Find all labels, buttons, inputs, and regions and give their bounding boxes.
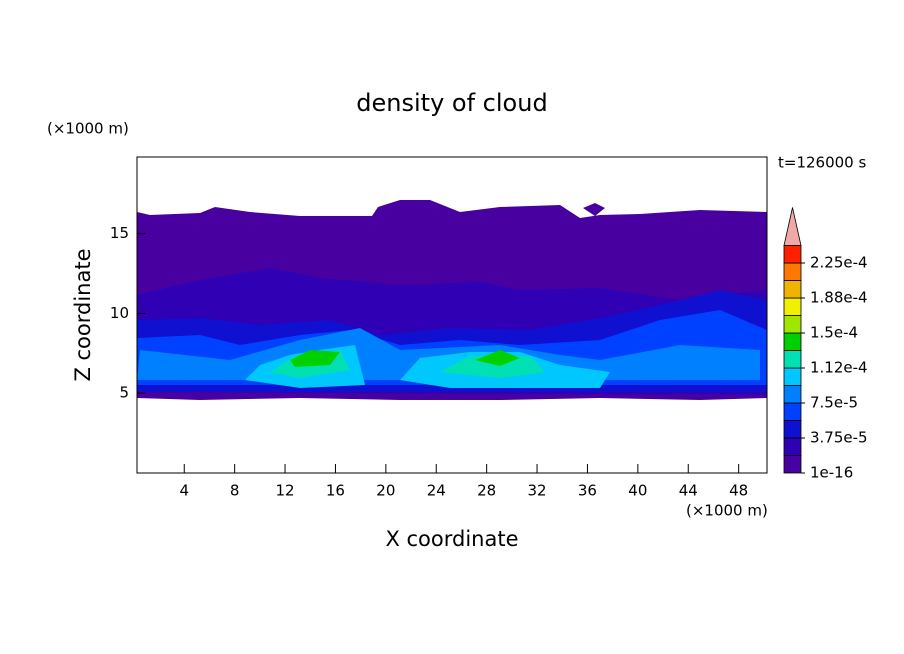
contour-field (137, 200, 767, 400)
y-tick-label: 5 (119, 384, 129, 402)
contour-region (290, 350, 520, 367)
y-tick-label: 10 (110, 304, 129, 322)
contour-region (270, 350, 545, 378)
x-tick-label: 48 (729, 482, 748, 500)
x-tick-label: 44 (679, 482, 698, 500)
colorbar-box (783, 315, 802, 334)
x-unit: (×1000 m) (686, 502, 768, 520)
x-tick-label: 36 (578, 482, 597, 500)
x-tick-label: 40 (628, 482, 647, 500)
x-tick-label: 12 (276, 482, 295, 500)
x-tick-label: 24 (427, 482, 446, 500)
colorbar-tick-label: 7.5e-5 (810, 394, 858, 412)
colorbar-tick-label: 1e-16 (810, 464, 853, 482)
x-axis-title: X coordinate (385, 527, 518, 551)
y-tick-label: 15 (110, 224, 129, 242)
x-tick-label: 16 (326, 482, 345, 500)
colorbar-box (783, 332, 802, 351)
colorbar-box (783, 455, 802, 474)
colorbar-box (783, 297, 802, 316)
plot-frame (136, 156, 768, 474)
colorbar-box (783, 350, 802, 369)
colorbar-box (783, 420, 802, 439)
x-tick-label: 28 (477, 482, 496, 500)
colorbar-tick-label: 3.75e-5 (810, 429, 868, 447)
colorbar-box (783, 385, 802, 404)
colorbar-extend (783, 207, 802, 246)
colorbar-tick-label: 2.25e-4 (810, 254, 868, 272)
x-tick-label: 20 (376, 482, 395, 500)
colorbar-tick-label: 1.12e-4 (810, 359, 868, 377)
colorbar-box (783, 402, 802, 421)
colorbar-box (783, 245, 802, 264)
time-label: t=126000 s (778, 154, 866, 172)
y-axis-title: Z coordinate (71, 248, 95, 381)
colorbar-box (783, 367, 802, 386)
x-tick-label: 4 (179, 482, 189, 500)
y-unit: (×1000 m) (47, 120, 129, 138)
colorbar-tick-label: 1.88e-4 (810, 289, 868, 307)
x-tick-label: 32 (528, 482, 547, 500)
colorbar-box (783, 262, 802, 281)
x-tick-label: 8 (230, 482, 240, 500)
colorbar-box (783, 280, 802, 299)
colorbar-tick-label: 1.5e-4 (810, 324, 858, 342)
chart-title: density of cloud (356, 89, 547, 117)
colorbar-box (783, 437, 802, 456)
